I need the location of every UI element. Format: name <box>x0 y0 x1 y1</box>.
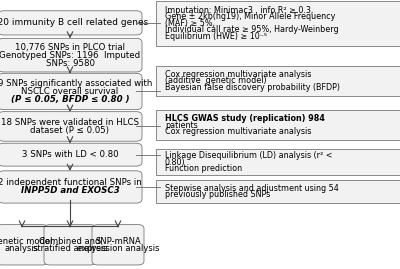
Text: Genetic model: Genetic model <box>0 236 53 246</box>
Text: analysis: analysis <box>5 244 39 253</box>
FancyBboxPatch shape <box>0 11 142 35</box>
Text: Equilibrium (HWE) ≥ 10⁻⁵: Equilibrium (HWE) ≥ 10⁻⁵ <box>165 31 267 41</box>
FancyBboxPatch shape <box>156 149 400 175</box>
Text: previously published SNPs: previously published SNPs <box>165 190 270 199</box>
Text: Combined and: Combined and <box>39 236 101 246</box>
Text: SNP-mRNA: SNP-mRNA <box>95 236 141 246</box>
Text: SNPs: 9580: SNPs: 9580 <box>46 59 94 68</box>
Text: INPP5D and EXOSC3: INPP5D and EXOSC3 <box>21 186 119 196</box>
Text: 2 independent functional SNPs in: 2 independent functional SNPs in <box>0 178 142 187</box>
Text: Genotyped SNPs: 1196  Imputed: Genotyped SNPs: 1196 Imputed <box>0 51 140 60</box>
Text: patients: patients <box>165 121 198 130</box>
FancyBboxPatch shape <box>156 180 400 203</box>
FancyBboxPatch shape <box>0 38 142 72</box>
Text: 220 immunity B cell related genes: 220 immunity B cell related genes <box>0 18 148 27</box>
Text: Imputation: Minimac3 , info R² ≥ 0.3,: Imputation: Minimac3 , info R² ≥ 0.3, <box>165 6 313 15</box>
FancyBboxPatch shape <box>92 225 144 265</box>
Text: (additive  genetic model): (additive genetic model) <box>165 76 266 86</box>
Text: HLCS GWAS study (replication) 984: HLCS GWAS study (replication) 984 <box>165 114 325 123</box>
FancyBboxPatch shape <box>156 110 400 140</box>
Text: stratified analysis: stratified analysis <box>33 244 107 253</box>
Text: 369 SNPs significantly associated with: 369 SNPs significantly associated with <box>0 79 153 88</box>
FancyBboxPatch shape <box>0 225 48 265</box>
Text: (P ≤ 0.05, BFDP ≤ 0.80 ): (P ≤ 0.05, BFDP ≤ 0.80 ) <box>11 95 129 104</box>
Text: Cox regression multivariate analysis: Cox regression multivariate analysis <box>165 70 311 79</box>
FancyBboxPatch shape <box>0 171 142 203</box>
Text: 3 SNPs with LD < 0.80: 3 SNPs with LD < 0.80 <box>22 150 118 159</box>
Text: Gene ± 2kb(hg19), Minor Allele Frequency: Gene ± 2kb(hg19), Minor Allele Frequency <box>165 12 335 21</box>
FancyBboxPatch shape <box>156 66 400 96</box>
Text: (MAF) ≥ 5%,: (MAF) ≥ 5%, <box>165 19 215 28</box>
Text: expression analysis: expression analysis <box>77 244 159 253</box>
Text: Stepwise analysis and adjustment using 54: Stepwise analysis and adjustment using 5… <box>165 184 338 193</box>
Text: Function prediction: Function prediction <box>165 164 242 173</box>
Text: Bayesian false discovery probability (BFDP): Bayesian false discovery probability (BF… <box>165 83 340 92</box>
Text: Linkage Disequilibrium (LD) analysis (r² <: Linkage Disequilibrium (LD) analysis (r²… <box>165 151 332 160</box>
Text: NSCLC overall survival: NSCLC overall survival <box>21 87 119 96</box>
Text: Individual call rate ≥ 95%, Hardy-Weinberg: Individual call rate ≥ 95%, Hardy-Weinbe… <box>165 25 338 34</box>
Text: 0.80): 0.80) <box>165 158 186 167</box>
FancyBboxPatch shape <box>0 112 142 141</box>
Text: dataset (P ≤ 0.05): dataset (P ≤ 0.05) <box>30 126 110 135</box>
FancyBboxPatch shape <box>156 1 400 46</box>
FancyBboxPatch shape <box>44 225 96 265</box>
Text: 10,776 SNPs in PLCO trial: 10,776 SNPs in PLCO trial <box>15 43 125 52</box>
Text: Cox regression multivariate analysis: Cox regression multivariate analysis <box>165 127 311 136</box>
FancyBboxPatch shape <box>0 143 142 166</box>
FancyBboxPatch shape <box>0 73 142 110</box>
Text: 18 SNPs were validated in HLCS: 18 SNPs were validated in HLCS <box>1 118 139 127</box>
